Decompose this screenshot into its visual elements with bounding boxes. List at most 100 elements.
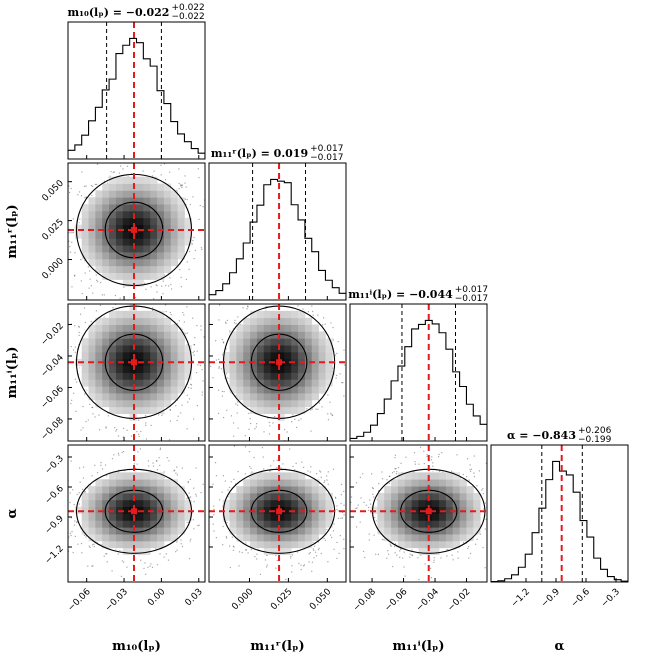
density-cell xyxy=(136,472,144,480)
density-cell xyxy=(277,393,285,401)
density-cell xyxy=(229,338,237,346)
density-cell xyxy=(136,245,144,253)
sample-point xyxy=(201,394,203,396)
density-cell xyxy=(122,265,131,273)
density-cell xyxy=(243,345,251,353)
density-cell xyxy=(143,379,151,387)
density-cell xyxy=(284,406,292,414)
sample-point xyxy=(74,325,76,327)
density-cell xyxy=(95,372,103,380)
sample-point xyxy=(200,491,202,494)
sample-point xyxy=(236,404,239,406)
density-cell xyxy=(115,399,124,408)
sample-point xyxy=(77,194,79,196)
density-cell xyxy=(95,265,103,273)
sample-point xyxy=(186,428,188,430)
density-cell xyxy=(163,372,172,380)
density-cell xyxy=(222,358,230,367)
sample-point xyxy=(158,414,160,416)
sample-point xyxy=(206,504,207,505)
sample-point xyxy=(266,286,267,287)
density-cell xyxy=(95,534,103,542)
panel-title-lower-error-m11r: −0.017 xyxy=(310,153,343,163)
sample-point xyxy=(77,543,79,545)
y-tick-label-m11r: 0.025 xyxy=(41,217,66,242)
y-tick-label-m11r: 0.050 xyxy=(41,178,66,203)
density-cell xyxy=(95,345,103,353)
sample-point xyxy=(70,534,72,537)
sample-point xyxy=(69,492,71,494)
density-cell xyxy=(88,238,96,246)
sample-point xyxy=(76,493,78,496)
sample-point xyxy=(223,390,225,393)
density-cell xyxy=(163,238,172,246)
y-tick-label-alpha: −1.2 xyxy=(43,544,66,567)
sample-point xyxy=(188,398,191,400)
sample-point xyxy=(188,521,190,523)
sample-point xyxy=(176,474,178,476)
density-cell xyxy=(150,506,158,514)
density-cell xyxy=(88,365,96,373)
density-cell xyxy=(81,358,89,367)
sample-point xyxy=(74,275,76,277)
density-cell xyxy=(291,351,299,360)
density-cell xyxy=(250,317,258,325)
density-cell xyxy=(184,238,192,246)
density-cell xyxy=(284,324,292,332)
density-cell xyxy=(136,345,144,353)
sample-point xyxy=(352,368,353,369)
sample-point xyxy=(310,466,312,468)
sample-point xyxy=(206,345,207,346)
density-cell xyxy=(109,217,117,226)
sample-point xyxy=(178,182,180,185)
sample-point xyxy=(181,184,183,186)
density-cell xyxy=(170,393,178,401)
density-cell xyxy=(150,245,158,253)
density-cell xyxy=(136,252,144,260)
density-cell xyxy=(143,406,151,414)
sample-point xyxy=(327,561,329,563)
sample-point xyxy=(292,465,294,468)
density-cell xyxy=(229,331,237,339)
density-cell xyxy=(157,399,165,408)
sample-point xyxy=(227,495,229,498)
sample-point xyxy=(72,218,74,220)
sample-point xyxy=(155,460,158,462)
sample-point xyxy=(63,307,64,308)
density-cell xyxy=(136,190,144,198)
density-cell xyxy=(102,210,110,219)
sample-point xyxy=(68,185,70,187)
sample-point xyxy=(268,433,271,435)
density-cell xyxy=(256,310,265,319)
sample-point xyxy=(180,286,182,288)
density-cell xyxy=(270,379,278,387)
sample-point xyxy=(210,365,212,367)
sample-point xyxy=(226,319,228,322)
density-cell xyxy=(102,331,110,339)
density-cell xyxy=(122,513,131,521)
sample-point xyxy=(171,288,173,290)
sample-point xyxy=(217,389,220,391)
density-cell xyxy=(122,258,131,267)
sample-point xyxy=(121,451,123,454)
density-cell xyxy=(277,413,285,421)
sample-point xyxy=(221,238,222,239)
panel-title-lower-error-m11i: −0.017 xyxy=(455,294,488,304)
sample-point xyxy=(105,427,107,429)
sample-point xyxy=(219,253,220,254)
sample-point xyxy=(71,286,73,288)
sample-point xyxy=(186,521,188,524)
sample-point xyxy=(235,551,236,552)
sample-point xyxy=(101,468,104,470)
sample-point xyxy=(330,412,332,415)
density-cell xyxy=(109,372,117,380)
sample-point xyxy=(259,573,262,576)
sample-point xyxy=(192,360,194,362)
sample-point xyxy=(196,324,198,327)
density-cell xyxy=(136,520,144,528)
density-cell xyxy=(122,365,131,373)
density-cell xyxy=(109,486,117,494)
sample-point xyxy=(94,464,96,466)
sample-point xyxy=(330,322,332,324)
density-cell xyxy=(129,499,137,508)
